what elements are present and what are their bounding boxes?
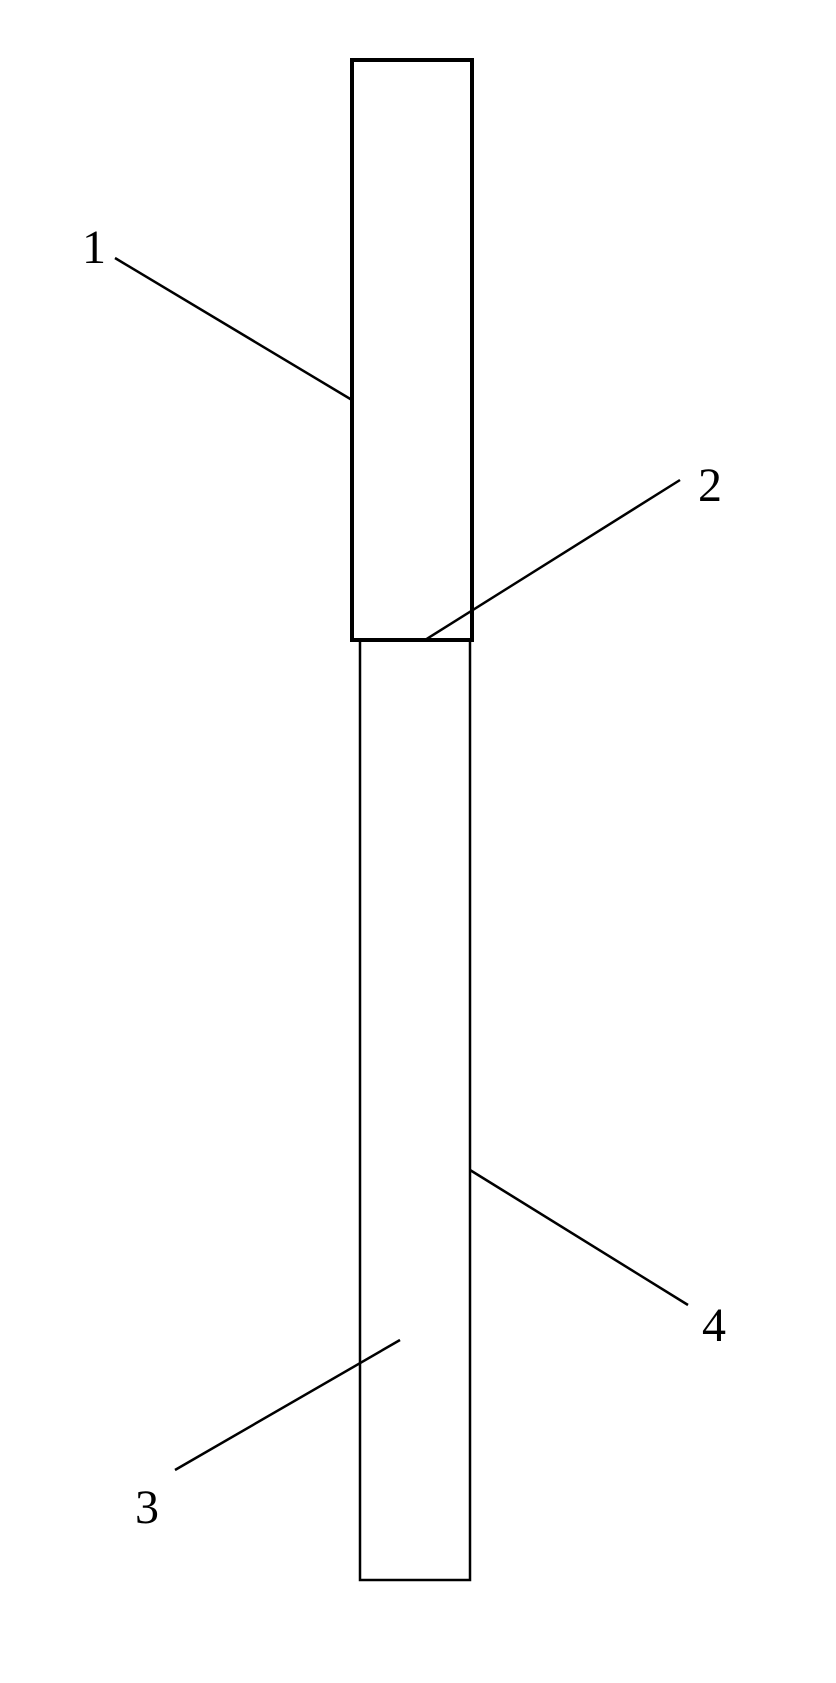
- label-3: 3: [135, 1480, 159, 1535]
- label-4: 4: [702, 1298, 726, 1353]
- label-2: 2: [698, 458, 722, 513]
- leader-4: [470, 1170, 688, 1305]
- leader-1: [115, 258, 352, 400]
- leader-2: [425, 480, 680, 640]
- label-1: 1: [82, 220, 106, 275]
- diagram-svg: [0, 0, 836, 1683]
- lower-rect: [360, 640, 470, 1580]
- upper-rect: [352, 60, 472, 640]
- leader-3: [175, 1340, 400, 1470]
